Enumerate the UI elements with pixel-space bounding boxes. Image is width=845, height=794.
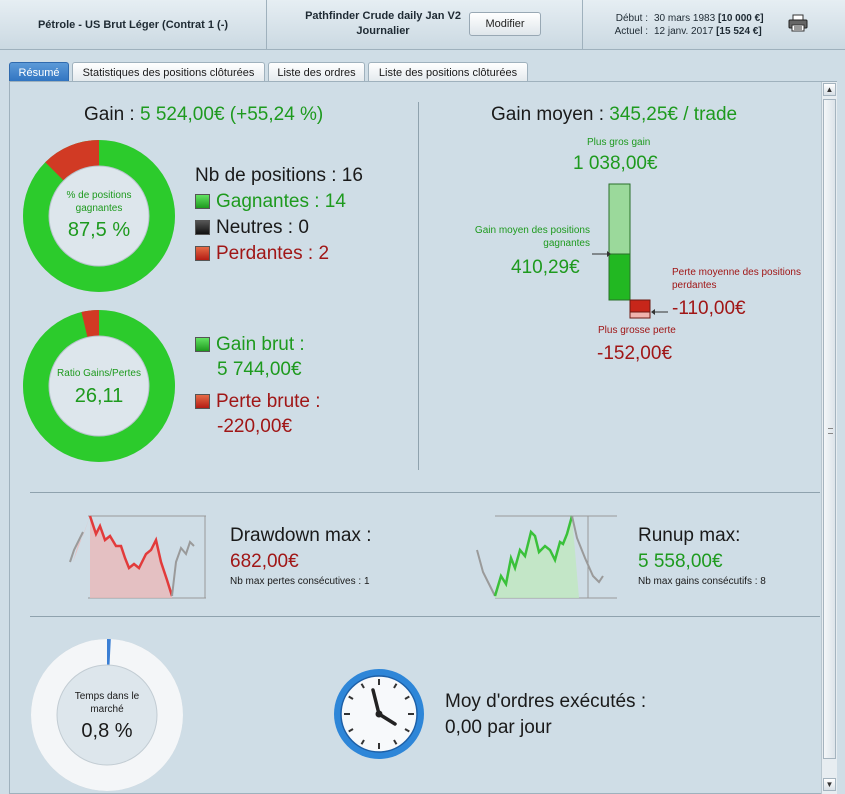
horizontal-divider xyxy=(30,616,820,617)
win-rate-ring xyxy=(23,140,175,292)
gross-gain-row: Gain brut : xyxy=(195,334,305,356)
avg-winning-value: 410,29€ xyxy=(511,257,580,278)
neutral-row: Neutres : 0 xyxy=(195,217,309,239)
gain-loss-ratio-ring xyxy=(23,310,175,462)
losers-swatch xyxy=(195,246,210,261)
instrument-title: Pétrole - US Brut Léger (Contrat 1 (-) xyxy=(37,19,229,31)
current-capital: [15 524 €] xyxy=(716,26,762,37)
market-time-ring xyxy=(31,639,183,791)
orders-label: Moy d'ordres exécutés : xyxy=(445,691,647,712)
tab-closed-positions-stats[interactable]: Statistiques des positions clôturées xyxy=(72,62,265,82)
tab-closed-positions-list[interactable]: Liste des positions clôturées xyxy=(368,62,528,82)
avg-losing-bar xyxy=(629,299,651,313)
gain-title: Gain : 5 524,00€ (+55,24 %) xyxy=(84,104,323,126)
largest-gain-bar xyxy=(608,183,631,255)
avg-losing-value: -110,00€ xyxy=(672,298,746,319)
avg-gain-title: Gain moyen : 345,25€ / trade xyxy=(491,104,737,126)
largest-loss-bar xyxy=(629,311,651,319)
start-date: 30 mars 1983 xyxy=(654,13,716,24)
largest-loss-label: Plus grosse perte xyxy=(598,325,676,336)
header-bar: Pétrole - US Brut Léger (Contrat 1 (-) P… xyxy=(0,0,845,50)
drawdown-value: 682,00€ xyxy=(230,551,299,572)
neutral-label: Neutres : 0 xyxy=(216,217,309,238)
market-time-value: 0,8 % xyxy=(81,720,133,742)
avg-gain-label: Gain moyen : xyxy=(491,104,610,125)
avg-gain-bar-chart xyxy=(592,183,668,319)
gross-loss-swatch xyxy=(195,394,210,409)
runup-value: 5 558,00€ xyxy=(638,551,723,572)
drawdown-sub: Nb max pertes consécutives : 1 xyxy=(230,576,370,587)
start-label: Début : xyxy=(615,13,648,24)
header-separator xyxy=(582,0,583,50)
timeframe-label: Journalier xyxy=(356,25,410,37)
strategy-name: Pathfinder Crude daily Jan V2 xyxy=(305,10,461,22)
vertical-scrollbar[interactable]: ▲ ▼ xyxy=(821,82,837,794)
printer-icon[interactable] xyxy=(788,14,808,32)
winners-row: Gagnantes : 14 xyxy=(195,191,346,213)
scroll-down-arrow-icon[interactable]: ▼ xyxy=(823,778,836,791)
win-ring-caption: % de positions gagnantes xyxy=(66,190,132,214)
gain-label: Gain : xyxy=(84,104,140,125)
start-capital: [10 000 €] xyxy=(717,13,764,24)
gross-gain-value: 5 744,00€ xyxy=(217,359,302,380)
gain-value: 5 524,00€ (+55,24 %) xyxy=(139,104,324,125)
tab-order-list[interactable]: Liste des ordres xyxy=(268,62,365,82)
horizontal-divider xyxy=(30,492,820,493)
current-date: 12 janv. 2017 xyxy=(654,26,714,37)
tab-resume[interactable]: Résumé xyxy=(9,62,69,82)
drawdown-label: Drawdown max : xyxy=(230,525,372,546)
date-range: Début : 30 mars 1983 [10 000 €] Actuel : 1… xyxy=(600,12,764,38)
ratio-ring-red xyxy=(81,310,99,338)
gross-gain-label: Gain brut : xyxy=(216,334,305,355)
gross-loss-label: Perte brute : xyxy=(216,391,321,412)
neutral-swatch xyxy=(195,220,210,235)
largest-gain-label: Plus gros gain xyxy=(587,137,651,148)
losers-row: Perdantes : 2 xyxy=(195,243,329,265)
gross-loss-value: -220,00€ xyxy=(217,416,293,437)
scroll-up-arrow-icon[interactable]: ▲ xyxy=(823,83,836,96)
vertical-divider xyxy=(418,102,419,470)
runup-sparkline xyxy=(476,515,617,599)
orders-value: 0,00 par jour xyxy=(445,717,552,738)
market-time-fill xyxy=(107,639,111,666)
winners-swatch xyxy=(195,194,210,209)
losers-label: Perdantes : 2 xyxy=(216,243,330,264)
scroll-thumb[interactable] xyxy=(823,99,836,759)
gross-loss-row: Perte brute : xyxy=(195,391,321,413)
market-time-caption: Temps dans le marché xyxy=(74,691,140,715)
ratio-ring-caption: Ratio Gains/Pertes xyxy=(57,368,141,379)
win-ring-red xyxy=(45,140,99,181)
runup-label: Runup max: xyxy=(638,525,741,546)
positions-total: Nb de positions : 16 xyxy=(195,165,363,186)
header-separator xyxy=(266,0,267,50)
largest-loss-value: -152,00€ xyxy=(597,343,673,364)
gross-gain-swatch xyxy=(195,337,210,352)
clock-icon xyxy=(334,669,424,759)
avg-losing-label: Perte moyenne des positions perdantes xyxy=(672,267,801,291)
runup-sub: Nb max gains consécutifs : 8 xyxy=(638,576,766,587)
ratio-ring-value: 26,11 xyxy=(74,385,124,407)
avg-winning-label: Gain moyen des positions gagnantes xyxy=(474,225,590,249)
modify-button[interactable]: Modifier xyxy=(469,12,541,36)
win-ring-value: 87,5 % xyxy=(67,219,131,241)
current-label: Actuel : xyxy=(614,26,648,37)
drawdown-sparkline xyxy=(69,515,206,599)
avg-winning-bar xyxy=(608,253,631,301)
largest-gain-value: 1 038,00€ xyxy=(573,153,658,174)
winners-label: Gagnantes : 14 xyxy=(216,191,346,212)
avg-gain-value: 345,25€ / trade xyxy=(609,104,738,125)
